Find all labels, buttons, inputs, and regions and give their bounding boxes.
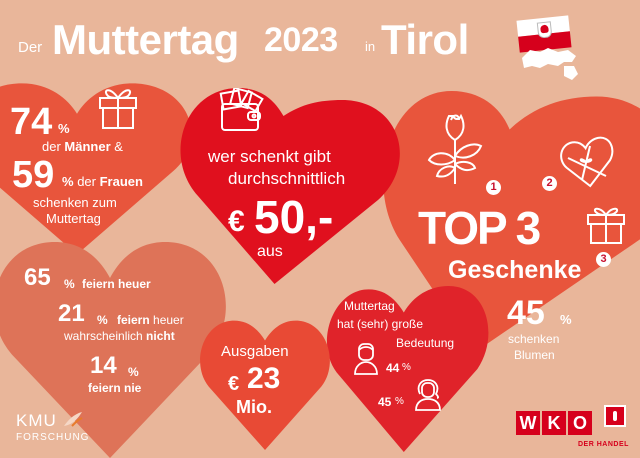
total-amount: 23 bbox=[247, 362, 281, 395]
gifting-line2: Muttertag bbox=[46, 211, 101, 226]
heart-total bbox=[200, 320, 330, 450]
wko-letter-o: O bbox=[568, 411, 592, 435]
gift-icon bbox=[587, 207, 625, 244]
spending-amount: 50,- bbox=[254, 191, 334, 243]
women-label: % der Frauen bbox=[62, 174, 143, 189]
men-unit: % bbox=[58, 121, 70, 136]
spending-currency: € bbox=[228, 205, 245, 238]
heart-box-icon bbox=[560, 136, 614, 188]
rose-icon bbox=[427, 113, 483, 184]
top3-label2: Blumen bbox=[514, 348, 555, 362]
wko-letters: W K O bbox=[516, 411, 592, 435]
celebrate-p3-label: feiern nie bbox=[88, 381, 142, 395]
kmu-leaf-icon bbox=[64, 412, 83, 427]
kmu-logo-bottom: FORSCHUNG bbox=[16, 432, 90, 443]
top3-label1: schenken bbox=[508, 332, 560, 346]
importance-women-unit: % bbox=[395, 396, 404, 407]
total-unit: Mio. bbox=[236, 397, 272, 417]
spending-line2: durchschnittlich bbox=[228, 169, 346, 188]
top3-title: TOP 3 bbox=[418, 202, 541, 254]
total-label: Ausgaben bbox=[221, 343, 289, 360]
men-label: der Männer & bbox=[42, 139, 123, 154]
title-region: Tirol bbox=[381, 16, 469, 63]
top3-pct: 45 bbox=[507, 294, 545, 332]
spending-line1: wer schenkt gibt bbox=[208, 147, 331, 166]
celebrate-p1-label: feiern heuer bbox=[82, 277, 151, 291]
celebrate-p1: 65 bbox=[24, 264, 51, 291]
celebrate-p3-unit: % bbox=[128, 365, 139, 379]
importance-line3: Bedeutung bbox=[396, 336, 455, 350]
importance-women-pct: 45 bbox=[378, 395, 392, 409]
woman-icon bbox=[415, 379, 441, 411]
rank-2-badge: 2 bbox=[542, 176, 557, 191]
title-prefix: Der bbox=[18, 39, 43, 56]
top3-unit: % bbox=[560, 312, 572, 327]
kmu-logo-top: KMU bbox=[16, 411, 57, 430]
title-year: 2023 bbox=[264, 21, 338, 59]
men-pct: 74 bbox=[10, 101, 53, 143]
wko-letter-k: K bbox=[542, 411, 566, 435]
gift-icon bbox=[99, 89, 137, 129]
spending-suffix: aus bbox=[257, 243, 283, 260]
heart-celebrate bbox=[0, 242, 226, 458]
title-main: Muttertag bbox=[52, 16, 239, 63]
women-pct: 59 bbox=[12, 154, 55, 196]
wko-letter-w: W bbox=[516, 411, 540, 435]
importance-line2: hat (sehr) große bbox=[337, 317, 424, 331]
celebrate-p2-unit: % bbox=[97, 313, 108, 327]
tirol-map-icon bbox=[522, 48, 578, 80]
rank-3-badge: 3 bbox=[596, 252, 611, 267]
total-currency: € bbox=[228, 373, 240, 395]
title-conjunction: in bbox=[365, 39, 376, 54]
celebrate-p2-label: feiern heuer bbox=[117, 313, 184, 327]
importance-men-pct: 44 bbox=[386, 361, 400, 375]
wko-sub: DER HANDEL bbox=[578, 441, 629, 448]
celebrate-p3: 14 bbox=[90, 352, 117, 379]
celebrate-p2-line2: wahrscheinlich nicht bbox=[64, 329, 175, 343]
heart-gifting bbox=[0, 83, 192, 255]
rank-1-badge: 1 bbox=[486, 180, 501, 195]
wko-handel-icon bbox=[604, 405, 626, 427]
importance-line1: Muttertag bbox=[344, 299, 395, 313]
wallet-icon bbox=[219, 88, 264, 131]
man-icon bbox=[354, 343, 378, 375]
importance-men-unit: % bbox=[402, 362, 411, 373]
celebrate-p2: 21 bbox=[58, 300, 85, 327]
top3-subtitle: Geschenke bbox=[448, 256, 582, 284]
heart-importance bbox=[326, 286, 489, 452]
celebrate-p1-unit: % bbox=[64, 277, 75, 291]
heart-spending bbox=[180, 88, 400, 284]
gifting-line1: schenken zum bbox=[33, 195, 117, 210]
